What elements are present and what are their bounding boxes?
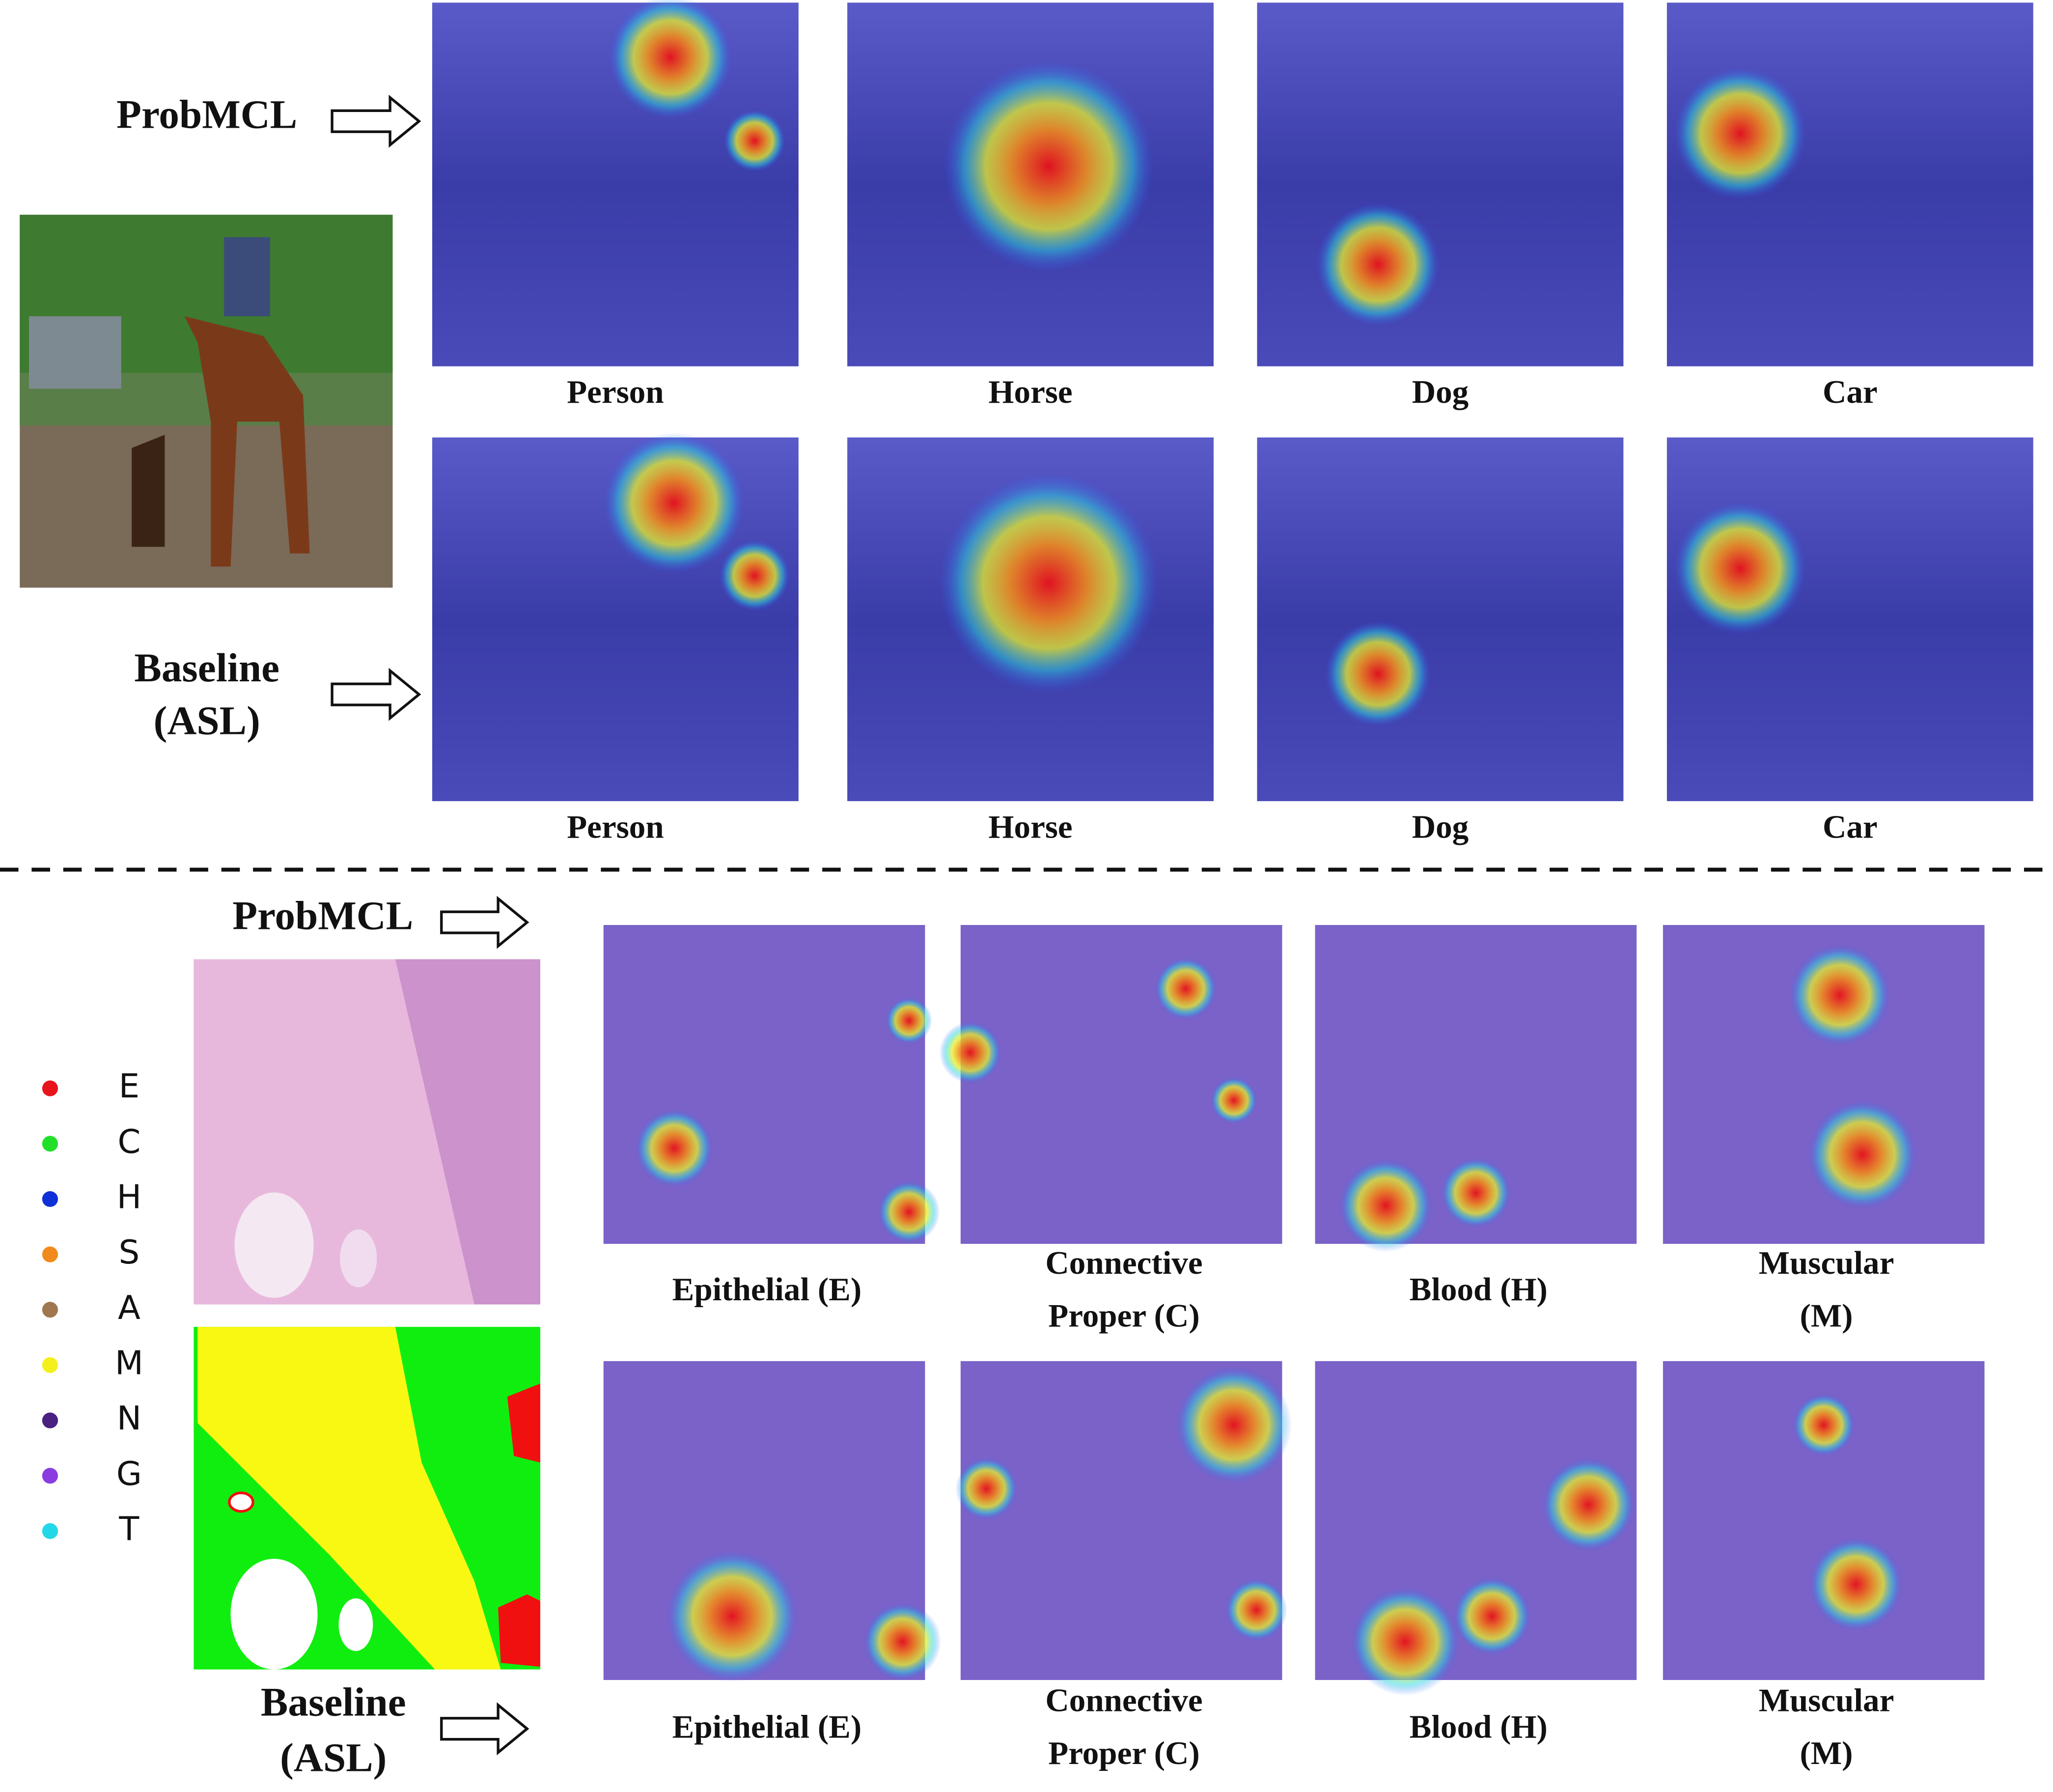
panel-label: Horse — [988, 373, 1072, 410]
label: ProbMCL — [116, 91, 297, 137]
legend-dot — [42, 1302, 58, 1318]
legend-label: S — [119, 1233, 140, 1271]
label: Connective — [1045, 1244, 1202, 1281]
panel-label: Person — [567, 808, 664, 845]
label: Blood (H) — [1410, 1271, 1548, 1308]
legend-dot — [42, 1468, 58, 1484]
label: Baseline — [261, 1680, 406, 1725]
heatmap-blob — [1674, 67, 1806, 200]
heatmap-blob — [604, 432, 745, 573]
heatmap-blob — [864, 1603, 942, 1680]
panel-label: Car — [1823, 808, 1878, 845]
label: (M) — [1800, 1735, 1853, 1771]
arrow — [331, 94, 421, 148]
legend-dot — [42, 1246, 58, 1262]
panel-label: Dog — [1412, 373, 1469, 410]
arrow — [440, 896, 529, 949]
panel-label: Horse — [988, 808, 1072, 845]
arrow — [440, 1702, 529, 1756]
heatmap-panel — [603, 925, 925, 1244]
heatmap-blob — [1225, 1579, 1287, 1641]
heatmap-blob — [1325, 621, 1431, 727]
heatmap-blob — [1351, 1588, 1459, 1696]
heatmap-blob — [1441, 1158, 1511, 1228]
segmentation-map — [194, 1327, 540, 1670]
photo — [20, 215, 393, 588]
heatmap-blob — [1155, 958, 1217, 1020]
tissue-image — [194, 959, 540, 1305]
label: (M) — [1800, 1297, 1853, 1334]
legend-label: T — [118, 1510, 139, 1548]
heatmap-blob — [666, 1550, 798, 1682]
heatmap-blob — [1809, 1538, 1902, 1631]
heatmap-blob — [1674, 502, 1806, 635]
panel-label: Dog — [1412, 808, 1469, 845]
label: Proper (C) — [1048, 1297, 1200, 1334]
heatmap-blob — [886, 997, 932, 1044]
legend-dot — [42, 1412, 58, 1428]
heatmap-blob — [1339, 1159, 1432, 1252]
heatmap-blob — [719, 540, 790, 611]
legend-label: C — [118, 1122, 141, 1161]
legend-dot — [42, 1136, 58, 1152]
heatmap-blob — [1176, 1367, 1292, 1483]
heatmap-blob — [939, 473, 1159, 693]
label: Connective — [1045, 1682, 1202, 1719]
heatmap-blob — [636, 1109, 713, 1187]
legend-dot — [42, 1523, 58, 1539]
heatmap-blob — [878, 1181, 940, 1243]
legend-label: M — [115, 1344, 143, 1382]
label: ProbMCL — [232, 893, 413, 938]
legend-label: G — [116, 1455, 142, 1493]
legend-dot — [42, 1191, 58, 1207]
legend-label: H — [117, 1177, 141, 1216]
legend-dot — [42, 1357, 58, 1373]
label: Baseline — [134, 645, 279, 690]
label: Epithelial (E) — [672, 1708, 862, 1745]
heatmap-blob — [609, 0, 732, 119]
label: (ASL) — [154, 698, 260, 743]
heatmap-blob — [939, 1021, 1001, 1084]
heatmap-blob — [1453, 1577, 1531, 1655]
label: Proper (C) — [1048, 1735, 1200, 1771]
label: Epithelial (E) — [672, 1271, 862, 1308]
legend-label: N — [117, 1399, 141, 1437]
heatmap-blob — [1316, 203, 1440, 326]
heatmap-blob — [723, 110, 786, 172]
panel-label: Car — [1823, 373, 1878, 410]
heatmap-blob — [1808, 1100, 1916, 1209]
arrow — [331, 668, 421, 721]
heatmap-blob — [1789, 945, 1890, 1045]
heatmap-blob — [955, 1457, 1018, 1520]
label: (ASL) — [280, 1735, 387, 1780]
label: Blood (H) — [1410, 1708, 1548, 1745]
legend-label: E — [119, 1067, 139, 1105]
label: Muscular — [1759, 1244, 1894, 1281]
panel-label: Person — [567, 373, 664, 410]
heatmap-blob — [1542, 1458, 1635, 1551]
heatmap-blob — [943, 60, 1155, 272]
heatmap-blob — [1793, 1394, 1855, 1456]
heatmap-blob — [1211, 1077, 1257, 1124]
legend-label: A — [118, 1288, 140, 1327]
label: Muscular — [1759, 1682, 1894, 1719]
heatmap-panel — [1257, 2, 1624, 366]
legend-dot — [42, 1080, 58, 1096]
heatmap-panel — [1257, 437, 1624, 801]
